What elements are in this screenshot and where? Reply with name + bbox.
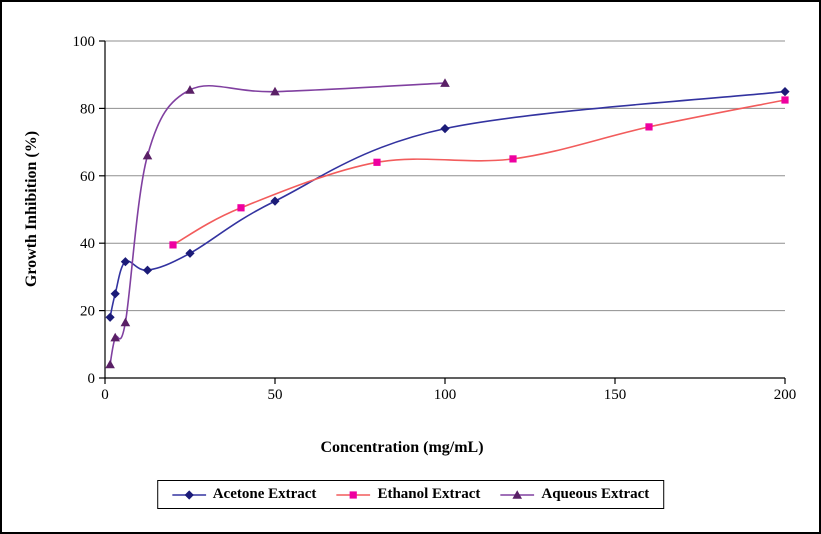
y-axis-title: Growth Inhibition (%) xyxy=(23,131,40,287)
y-tick-label: 40 xyxy=(80,236,95,252)
tick-labels: 0 20 40 60 80 100 0 50 100 150 200 xyxy=(73,34,797,403)
diamond-marker-icon xyxy=(110,289,120,299)
legend-marker-icon xyxy=(349,490,358,499)
y-tick-label: 80 xyxy=(80,101,95,117)
legend-item: Aqueous Extract xyxy=(500,486,649,503)
diamond-marker-icon xyxy=(270,196,280,206)
triangle-marker-icon xyxy=(110,332,120,342)
diamond-marker-icon xyxy=(142,265,153,275)
square-marker-icon xyxy=(781,96,789,104)
y-tick-label: 60 xyxy=(80,169,95,185)
diamond-marker-icon xyxy=(185,248,195,258)
legend-item: Acetone Extract xyxy=(171,486,317,503)
x-tick-label: 50 xyxy=(268,387,283,403)
legend-label: Aqueous Extract xyxy=(541,486,650,502)
triangle-marker-icon xyxy=(440,78,450,87)
square-marker-icon xyxy=(645,123,653,131)
chart-legend: Acetone Extract Ethanol Extract Aqueous Ex… xyxy=(156,480,665,509)
diamond-marker-icon xyxy=(440,124,450,134)
legend-diamond-icon xyxy=(171,489,206,500)
square-marker-icon xyxy=(237,204,245,212)
triangle-marker-icon xyxy=(270,86,280,96)
legend-square-icon xyxy=(336,490,371,499)
x-tick-label: 200 xyxy=(774,387,797,403)
x-tick-label: 100 xyxy=(434,387,457,403)
x-tick-label: 150 xyxy=(604,387,627,403)
legend-label: Acetone Extract xyxy=(212,486,317,502)
square-marker-icon xyxy=(169,241,177,249)
x-tick-label: 0 xyxy=(101,387,109,403)
square-marker-icon xyxy=(509,155,517,163)
y-tick-label: 0 xyxy=(88,371,96,387)
series-lines xyxy=(105,78,790,369)
gridlines xyxy=(105,40,785,312)
triangle-marker-icon xyxy=(120,317,131,327)
series-line-0 xyxy=(109,90,786,318)
legend-marker-icon xyxy=(184,489,194,500)
triangle-marker-icon xyxy=(185,85,195,94)
y-tick-label: 100 xyxy=(73,34,96,50)
x-axis-title: Concentration (mg/mL) xyxy=(320,439,483,456)
legend-item: Ethanol Extract xyxy=(336,486,480,503)
diamond-marker-icon xyxy=(105,312,115,322)
y-tick-label: 20 xyxy=(80,304,95,320)
series-line-2 xyxy=(109,82,446,365)
legend-label: Ethanol Extract xyxy=(377,486,481,502)
diamond-marker-icon xyxy=(120,257,130,267)
axes xyxy=(99,40,786,384)
square-marker-icon xyxy=(373,158,381,166)
legend-triangle-icon xyxy=(500,489,535,499)
legend-marker-icon xyxy=(512,489,523,499)
triangle-marker-icon xyxy=(142,150,153,160)
diamond-marker-icon xyxy=(780,87,790,97)
triangle-marker-icon xyxy=(105,359,115,369)
